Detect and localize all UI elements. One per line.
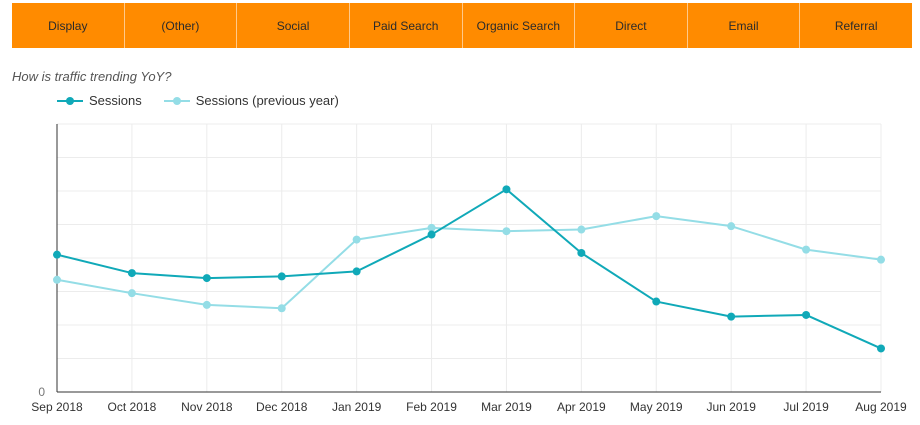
x-tick-label: Jul 2019 — [783, 400, 829, 414]
data-point-sessions — [127, 269, 136, 278]
legend-item-sessions[interactable]: Sessions — [57, 93, 142, 108]
data-point-sessions — [502, 185, 511, 194]
data-point-sessions — [352, 267, 361, 276]
chart-title: How is traffic trending YoY? — [12, 69, 172, 84]
data-point-sessions-previous-year — [127, 289, 136, 298]
tab-paid-search[interactable]: Paid Search — [349, 3, 463, 48]
chart-legend: Sessions Sessions (previous year) — [57, 93, 339, 108]
series-line-sessions — [56, 188, 882, 350]
data-point-sessions-previous-year — [727, 222, 736, 231]
tab-direct[interactable]: Direct — [575, 3, 688, 48]
legend-swatch-sessions-previous-year — [163, 95, 190, 107]
tab-organic-search[interactable]: Organic Search — [462, 3, 576, 48]
x-tick-label: Jan 2019 — [332, 400, 382, 414]
x-tick-label: Mar 2019 — [481, 400, 532, 414]
data-point-sessions — [802, 310, 811, 319]
legend-swatch-sessions — [57, 95, 83, 107]
x-tick-label: Dec 2018 — [256, 400, 308, 414]
data-point-sessions-previous-year — [53, 275, 61, 284]
legend-item-sessions-previous-year[interactable]: Sessions (previous year) — [163, 93, 339, 108]
data-point-sessions-previous-year — [877, 255, 885, 264]
data-point-sessions-previous-year — [277, 304, 286, 313]
data-point-sessions — [877, 344, 885, 353]
tab-referral[interactable]: Referral — [800, 3, 912, 48]
x-tick-label: Sep 2018 — [31, 400, 83, 414]
x-tick-label: Jun 2019 — [706, 400, 756, 414]
data-point-sessions-previous-year — [802, 245, 811, 254]
series-line-sessions-previous-year — [56, 215, 882, 310]
x-tick-label: Feb 2019 — [406, 400, 457, 414]
data-point-sessions-previous-year — [502, 227, 511, 236]
legend-label-sessions-previous-year: Sessions (previous year) — [195, 93, 339, 108]
legend-label-sessions: Sessions — [89, 93, 142, 108]
data-point-sessions-previous-year — [652, 212, 661, 221]
data-point-sessions-previous-year — [202, 300, 211, 309]
x-tick-label: Aug 2019 — [855, 400, 907, 414]
data-point-sessions — [652, 297, 661, 306]
x-tick-label: Oct 2018 — [108, 400, 157, 414]
y-tick-label: 0 — [38, 385, 45, 399]
tab-display[interactable]: Display — [12, 3, 125, 48]
data-point-sessions — [202, 274, 211, 283]
data-point-sessions-previous-year — [427, 223, 436, 232]
tab-other[interactable]: (Other) — [124, 3, 238, 48]
data-point-sessions — [427, 230, 436, 239]
x-tick-label: May 2019 — [630, 400, 683, 414]
data-point-sessions — [727, 312, 736, 321]
data-point-sessions-previous-year — [577, 225, 586, 234]
data-point-sessions-previous-year — [352, 235, 361, 244]
x-tick-label: Nov 2018 — [181, 400, 233, 414]
data-point-sessions — [53, 250, 61, 259]
tab-email[interactable]: Email — [687, 3, 801, 48]
data-point-sessions — [577, 248, 586, 257]
tab-social[interactable]: Social — [237, 3, 350, 48]
x-tick-label: Apr 2019 — [557, 400, 606, 414]
channel-tabs: Display (Other) Social Paid Search Organ… — [12, 3, 912, 48]
data-point-sessions — [277, 272, 286, 281]
